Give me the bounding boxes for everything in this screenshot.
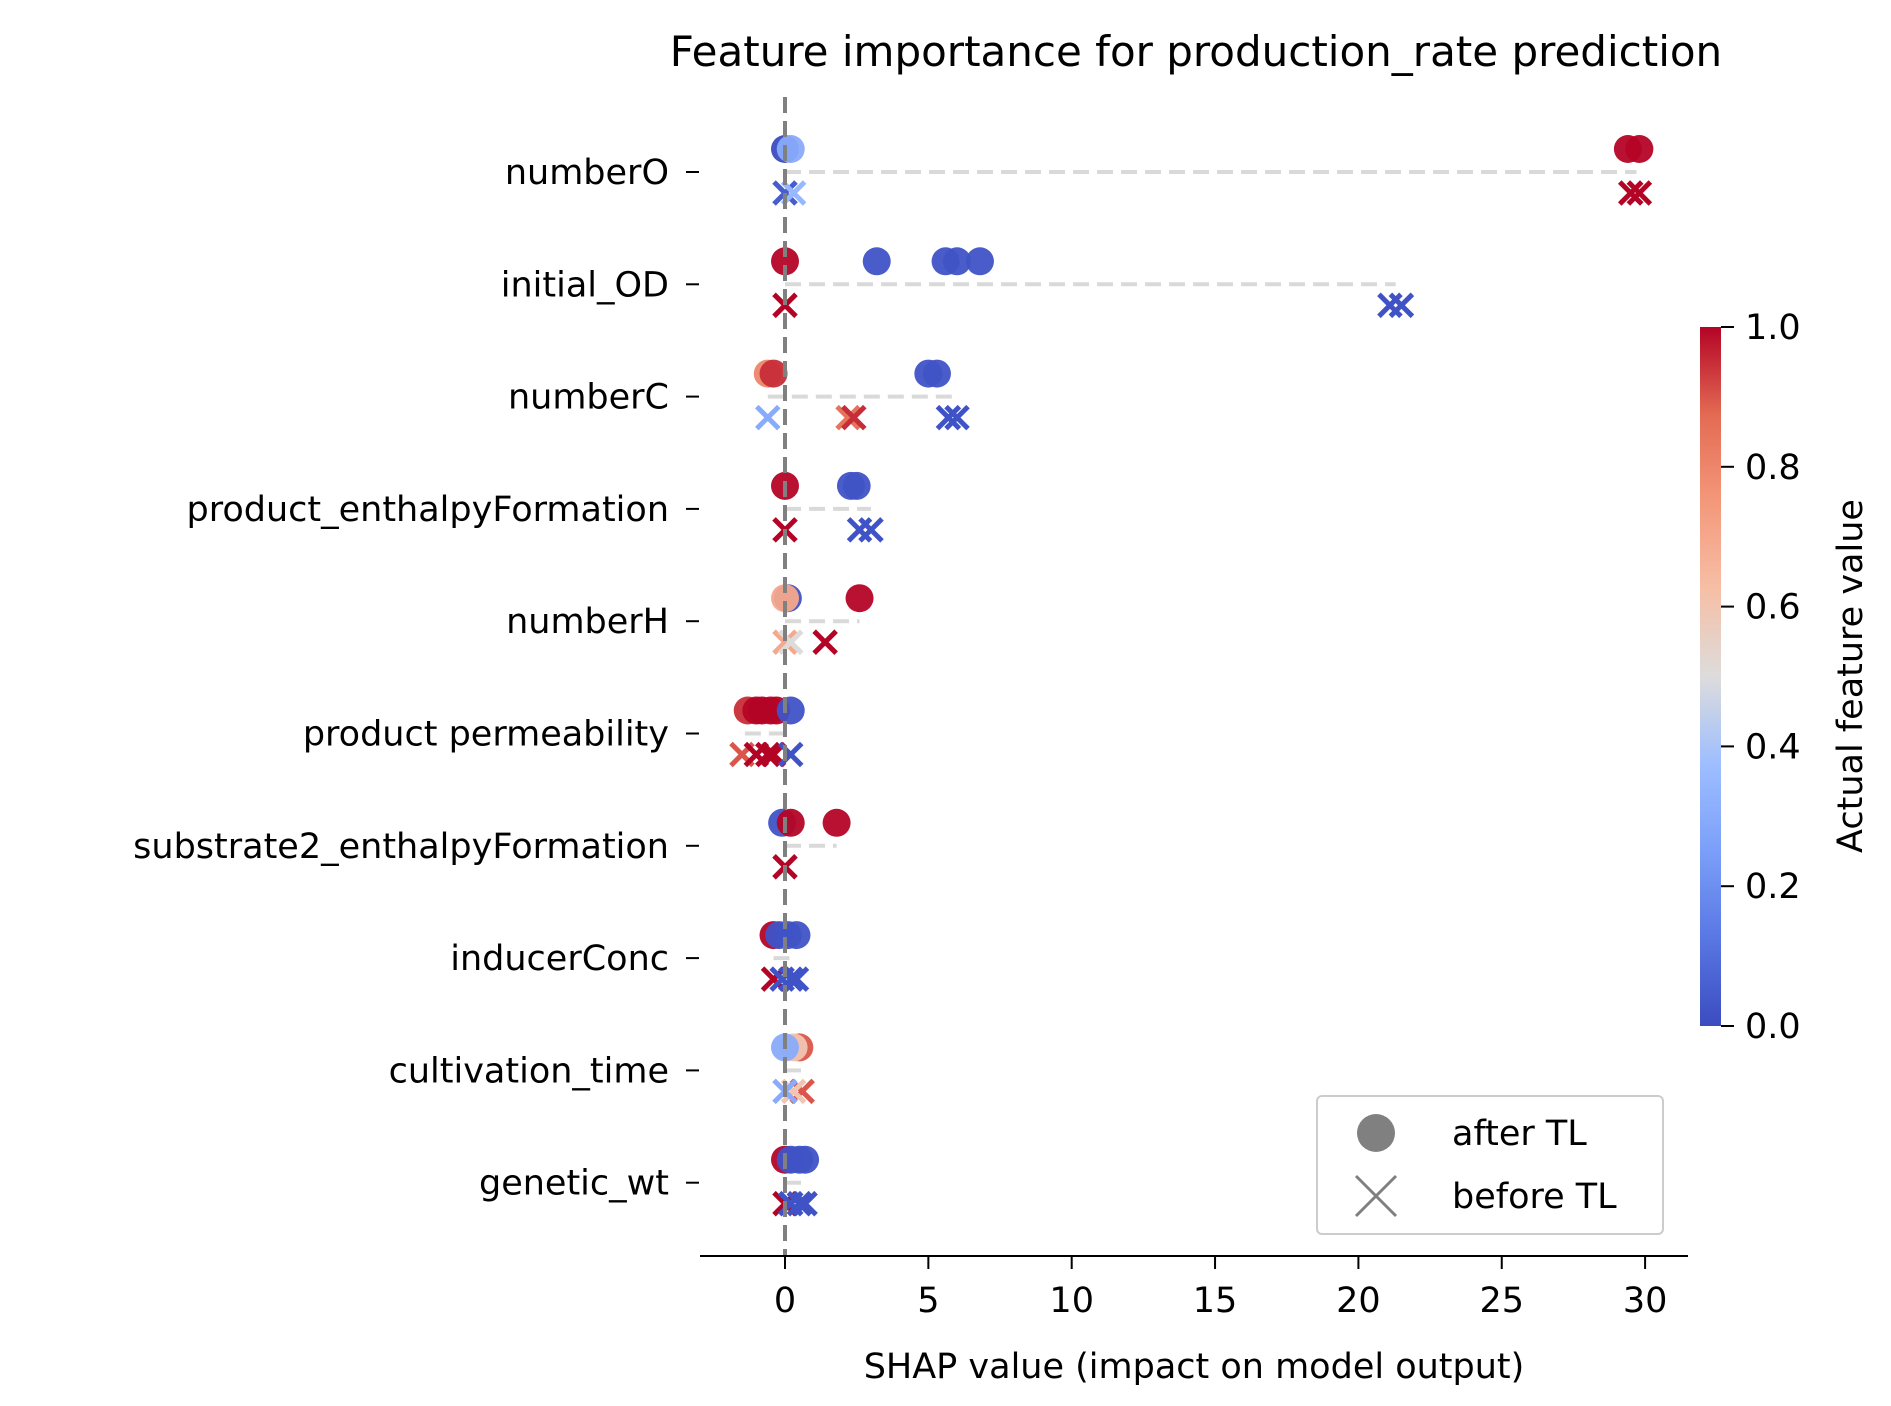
x-tick-label: 15	[1193, 1281, 1238, 1321]
after-tl-point	[776, 696, 805, 725]
before-tl-point	[846, 517, 873, 543]
chart-title: Feature importance for production_rate p…	[670, 27, 1722, 76]
feature-label: numberC	[508, 378, 669, 418]
before-tl-point	[812, 629, 838, 655]
before-tl-point	[858, 517, 884, 543]
before-tl-point	[755, 404, 781, 431]
after-tl-point	[943, 247, 972, 276]
feature-label: product_enthalpyFormation	[187, 490, 670, 530]
after-tl-point	[776, 135, 805, 163]
feature-label: inducerConc	[450, 939, 669, 979]
x-tick-label: 20	[1336, 1281, 1381, 1321]
feature-label: substrate2_enthalpyFormation	[133, 827, 669, 867]
after-tl-point	[965, 247, 994, 276]
x-tick-label: 10	[1049, 1281, 1094, 1321]
colorbar-tick-label: 0.4	[1745, 727, 1801, 767]
before-tl-point	[944, 404, 970, 431]
colorbar: 0.0 0.2 0.4 0.6 0.8 1.0 Actual feature value	[1700, 308, 1871, 1047]
colorbar-tick-label: 1.0	[1745, 308, 1801, 348]
x-tick-label: 0	[774, 1281, 796, 1321]
before-tl-point	[935, 404, 962, 431]
colorbar-label: Actual feature value	[1831, 499, 1871, 853]
feature-label: product permeability	[303, 715, 669, 755]
after-tl-point	[771, 247, 799, 276]
before-tl-point	[1618, 180, 1644, 206]
before-tl-point	[786, 1190, 813, 1217]
x-tick-label: 30	[1623, 1281, 1668, 1321]
after-tl-point	[771, 584, 799, 613]
colorbar-ticks-layer: 0.0 0.2 0.4 0.6 0.8 1.0	[1721, 308, 1801, 1047]
before-tl-point	[792, 1190, 818, 1217]
feature-label: numberH	[506, 602, 669, 642]
legend-x-icon	[1354, 1174, 1398, 1218]
colorbar-tick-label: 0.8	[1745, 448, 1801, 488]
after-tl-point	[1625, 135, 1654, 163]
feature-labels-layer: numberO initial_OD numberC product_enthalpy…	[133, 153, 699, 1204]
after-tl-point	[842, 471, 871, 500]
colorbar-tick-label: 0.0	[1745, 1007, 1801, 1047]
after-tl-point	[922, 359, 951, 388]
x-axis-label: SHAP value (impact on model output)	[864, 1347, 1525, 1387]
legend-label-after: after TL	[1452, 1114, 1587, 1154]
markers-layer	[729, 135, 1654, 1217]
legend-label-before: before TL	[1452, 1177, 1617, 1217]
before-tl-point	[1626, 180, 1653, 206]
feature-label: genetic_wt	[479, 1164, 669, 1204]
after-tl-point	[862, 247, 891, 276]
before-tl-point	[755, 741, 781, 768]
colorbar-tick-label: 0.6	[1745, 588, 1801, 628]
x-tick-label: 25	[1479, 1281, 1524, 1321]
x-ticks-layer: 0 5 10 15 20 25 30	[774, 1256, 1668, 1321]
feature-label: numberO	[505, 153, 669, 193]
feature-label: cultivation_time	[389, 1051, 669, 1091]
x-tick-label: 5	[917, 1281, 939, 1321]
legend: after TL before TL	[1316, 1095, 1664, 1235]
colorbar-gradient	[1700, 327, 1721, 1026]
legend-circle-icon	[1357, 1114, 1395, 1152]
before-tl-point	[841, 404, 867, 431]
before-tl-point	[835, 404, 861, 431]
dash-lines-layer	[744, 170, 1637, 1185]
after-tl-point	[822, 808, 851, 837]
before-tl-point	[783, 966, 810, 992]
colorbar-tick-label: 0.2	[1745, 867, 1801, 907]
after-tl-point	[845, 584, 874, 613]
after-tl-point	[791, 1145, 820, 1174]
after-tl-point	[776, 808, 805, 837]
before-tl-point	[772, 292, 798, 319]
after-tl-point	[759, 359, 788, 388]
before-tl-point	[772, 629, 798, 655]
before-tl-point	[1377, 292, 1403, 319]
before-tl-point	[1388, 292, 1415, 319]
feature-label: initial_OD	[501, 265, 669, 305]
legend-box	[1316, 1095, 1664, 1235]
after-tl-point	[782, 921, 811, 950]
